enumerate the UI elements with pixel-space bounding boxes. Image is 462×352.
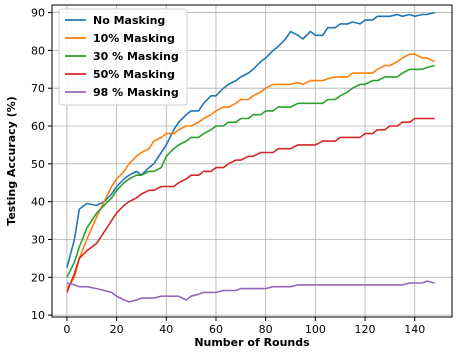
series-line-30-masking (66, 64, 435, 278)
y-tick-label: 20 (31, 271, 45, 284)
y-tick-label: 60 (31, 120, 45, 133)
x-tick-label: 20 (110, 323, 124, 336)
legend-label: No Masking (93, 14, 165, 27)
legend: No Masking 10% Masking 30 % Masking 50% Mas… (58, 8, 188, 106)
x-tick-label: 100 (305, 323, 326, 336)
grid (52, 5, 452, 317)
series-lines (66, 11, 435, 303)
x-axis-label: Number of Rounds (194, 336, 310, 349)
y-tick-label: 30 (31, 233, 45, 246)
legend-label: 98 % Masking (93, 86, 179, 99)
series-line-no-masking (66, 11, 435, 269)
y-axis-ticks: 10 20 30 40 50 60 70 80 90 (31, 7, 52, 322)
legend-label: 10% Masking (93, 32, 175, 45)
legend-label: 50% Masking (93, 68, 175, 81)
x-tick-label: 140 (404, 323, 425, 336)
x-tick-label: 0 (63, 323, 70, 336)
x-tick-label: 120 (355, 323, 376, 336)
legend-box (58, 8, 188, 106)
y-tick-label: 50 (31, 158, 45, 171)
plot-frame (51, 4, 453, 318)
y-tick-label: 70 (31, 82, 45, 95)
x-tick-label: 80 (259, 323, 273, 336)
x-tick-label: 60 (209, 323, 223, 336)
y-tick-label: 40 (31, 196, 45, 209)
y-tick-label: 90 (31, 7, 45, 20)
x-tick-label: 40 (159, 323, 173, 336)
y-tick-label: 80 (31, 44, 45, 57)
legend-label: 30 % Masking (93, 50, 179, 63)
series-line-10-masking (66, 53, 435, 290)
series-line-50-masking (66, 117, 435, 293)
y-axis-label: Testing Accuracy (%) (5, 96, 18, 225)
x-axis-ticks: 0 20 40 60 80 100 120 140 (63, 317, 425, 336)
y-tick-label: 10 (31, 309, 45, 322)
series-line-98-masking (66, 280, 435, 303)
